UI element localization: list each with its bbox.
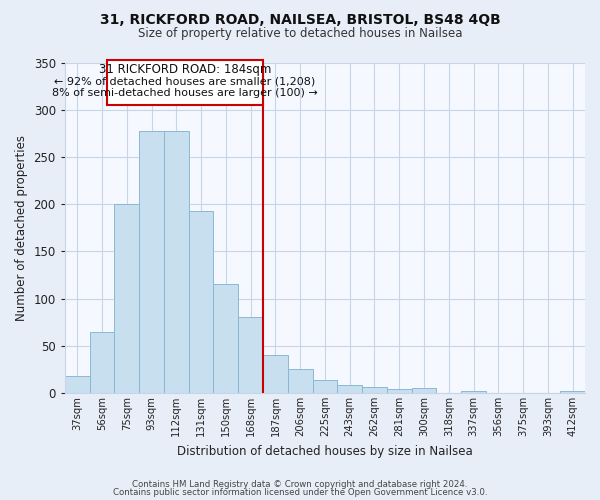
- Bar: [139, 132, 164, 393]
- Bar: [387, 389, 412, 393]
- Bar: [560, 391, 585, 393]
- FancyBboxPatch shape: [107, 60, 263, 105]
- Bar: [115, 204, 139, 393]
- Text: Size of property relative to detached houses in Nailsea: Size of property relative to detached ho…: [138, 28, 462, 40]
- Y-axis label: Number of detached properties: Number of detached properties: [15, 135, 28, 321]
- Text: 31 RICKFORD ROAD: 184sqm: 31 RICKFORD ROAD: 184sqm: [99, 64, 271, 76]
- Bar: [89, 332, 115, 393]
- Text: Contains public sector information licensed under the Open Government Licence v3: Contains public sector information licen…: [113, 488, 487, 497]
- Bar: [337, 386, 362, 393]
- Bar: [362, 388, 387, 393]
- Text: ← 92% of detached houses are smaller (1,208): ← 92% of detached houses are smaller (1,…: [55, 76, 316, 86]
- Bar: [461, 391, 486, 393]
- Bar: [65, 376, 89, 393]
- Bar: [263, 355, 288, 393]
- Bar: [412, 388, 436, 393]
- Bar: [188, 211, 214, 393]
- X-axis label: Distribution of detached houses by size in Nailsea: Distribution of detached houses by size …: [177, 444, 473, 458]
- Bar: [313, 380, 337, 393]
- Bar: [288, 370, 313, 393]
- Text: 8% of semi-detached houses are larger (100) →: 8% of semi-detached houses are larger (1…: [52, 88, 318, 98]
- Text: 31, RICKFORD ROAD, NAILSEA, BRISTOL, BS48 4QB: 31, RICKFORD ROAD, NAILSEA, BRISTOL, BS4…: [100, 12, 500, 26]
- Bar: [238, 318, 263, 393]
- Bar: [214, 284, 238, 393]
- Bar: [164, 132, 188, 393]
- Text: Contains HM Land Registry data © Crown copyright and database right 2024.: Contains HM Land Registry data © Crown c…: [132, 480, 468, 489]
